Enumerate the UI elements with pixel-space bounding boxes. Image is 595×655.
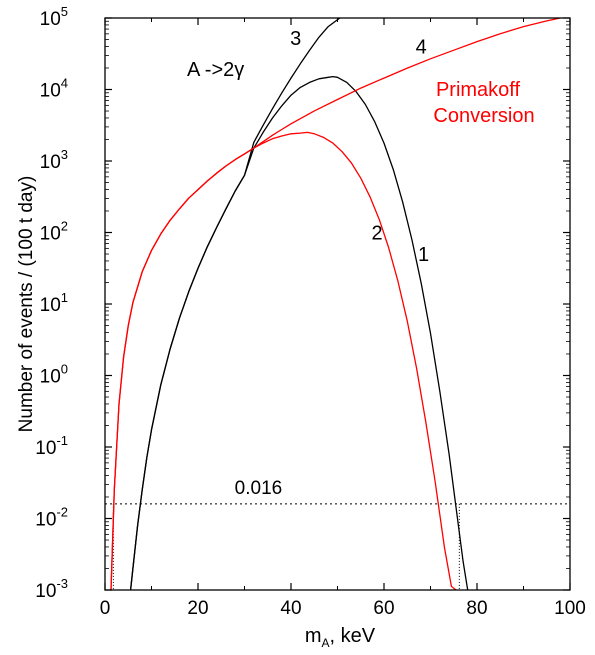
y-tick-label: 101 — [40, 290, 68, 316]
decay-annotation: A ->2γ — [187, 59, 244, 81]
series-3-line — [129, 18, 341, 590]
y-tick-exponent: 2 — [61, 219, 68, 234]
x-tick-label: 80 — [466, 598, 487, 619]
x-tick-label: 0 — [100, 598, 111, 619]
y-tick-label: 103 — [40, 147, 68, 173]
label-layer: 0.016 1 2 3 4 A ->2γ Primakoff Conversion — [187, 28, 535, 499]
series-1-line — [129, 75, 469, 590]
x-tick-label: 100 — [554, 598, 586, 619]
y-tick-exponent: 4 — [61, 76, 68, 91]
y-tick-exponent: 5 — [61, 4, 68, 19]
x-tick-label: 20 — [187, 598, 208, 619]
series-1-label: 1 — [418, 244, 429, 266]
series-2-line — [110, 131, 457, 590]
y-tick-exponent: -1 — [56, 433, 68, 448]
x-axis-label: mA, keV — [305, 625, 376, 650]
y-tick-label: 102 — [40, 219, 68, 245]
y-tick-label: 10-2 — [35, 505, 68, 531]
x-tick-label: 60 — [373, 598, 394, 619]
primakoff-annotation-line2: Conversion — [433, 105, 534, 127]
threshold-layer — [105, 503, 570, 590]
y-tick-label: 105 — [40, 4, 68, 30]
y-tick-label: 104 — [40, 76, 68, 102]
series-layer — [110, 18, 564, 590]
primakoff-annotation-line1: Primakoff — [436, 79, 521, 101]
x-tick-label: 40 — [280, 598, 301, 619]
y-tick-exponent: -3 — [56, 576, 68, 591]
y-axis-label: Number of events / (100 t day) — [16, 176, 37, 433]
y-tick-exponent: 1 — [61, 290, 68, 305]
y-tick-label: 10-1 — [35, 433, 68, 459]
threshold-label: 0.016 — [235, 478, 283, 499]
y-tick-label: 10-3 — [35, 576, 68, 602]
y-tick-exponent: 3 — [61, 147, 68, 162]
y-tick-exponent: -2 — [56, 505, 68, 520]
series-3-label: 3 — [290, 28, 301, 50]
y-tick-exponent: 0 — [61, 362, 68, 377]
series-4-line — [110, 18, 564, 590]
series-4-label: 4 — [416, 37, 427, 59]
y-tick-label: 100 — [40, 362, 68, 388]
series-2-label: 2 — [371, 223, 382, 245]
